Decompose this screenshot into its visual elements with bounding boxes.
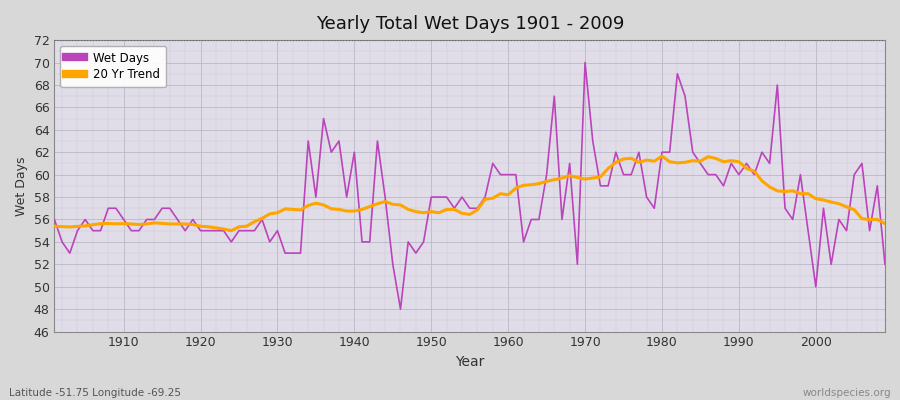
20 Yr Trend xyxy=(287,207,298,212)
Wet Days xyxy=(503,172,514,177)
20 Yr Trend xyxy=(226,228,237,233)
20 Yr Trend xyxy=(510,186,521,190)
Wet Days xyxy=(280,251,291,256)
Wet Days xyxy=(49,217,59,222)
Wet Days xyxy=(395,307,406,312)
20 Yr Trend xyxy=(603,166,614,171)
20 Yr Trend xyxy=(879,221,890,226)
20 Yr Trend xyxy=(657,154,668,158)
Line: Wet Days: Wet Days xyxy=(54,62,885,309)
Text: Latitude -51.75 Longitude -69.25: Latitude -51.75 Longitude -69.25 xyxy=(9,388,181,398)
Wet Days xyxy=(580,60,590,65)
Wet Days xyxy=(879,262,890,267)
Y-axis label: Wet Days: Wet Days xyxy=(15,156,28,216)
Line: 20 Yr Trend: 20 Yr Trend xyxy=(54,156,885,231)
20 Yr Trend xyxy=(49,224,59,229)
Wet Days xyxy=(510,172,521,177)
20 Yr Trend xyxy=(503,192,514,197)
X-axis label: Year: Year xyxy=(455,355,484,369)
Wet Days xyxy=(326,150,337,155)
Title: Yearly Total Wet Days 1901 - 2009: Yearly Total Wet Days 1901 - 2009 xyxy=(316,15,624,33)
Wet Days xyxy=(111,206,122,211)
20 Yr Trend xyxy=(334,207,345,212)
Text: worldspecies.org: worldspecies.org xyxy=(803,388,891,398)
Wet Days xyxy=(610,150,621,155)
20 Yr Trend xyxy=(111,222,122,226)
Legend: Wet Days, 20 Yr Trend: Wet Days, 20 Yr Trend xyxy=(60,46,166,87)
